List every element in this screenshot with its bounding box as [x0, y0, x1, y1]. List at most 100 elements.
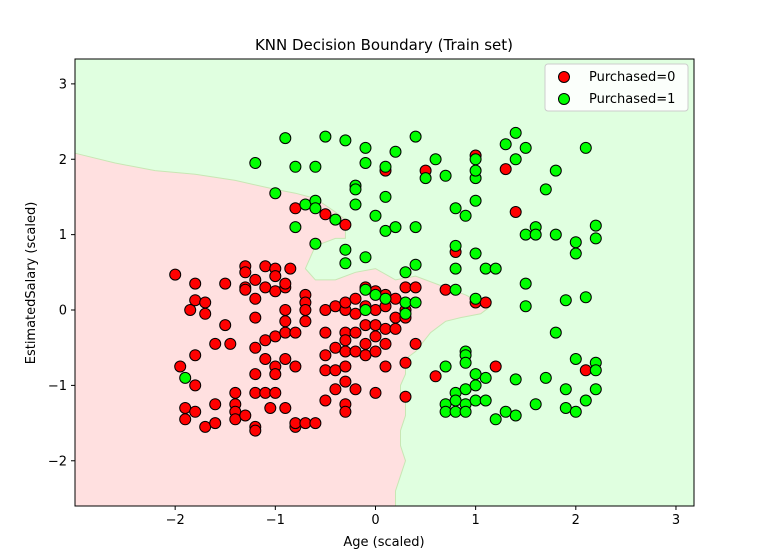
point-purchased-1: [549, 228, 562, 241]
point-purchased-0: [269, 386, 282, 399]
y-axis-label: EstimatedSalary (scaled): [24, 202, 39, 365]
point-purchased-0: [259, 334, 272, 347]
point-purchased-0: [379, 322, 392, 335]
point-purchased-0: [199, 307, 212, 320]
point-purchased-0: [269, 270, 282, 283]
point-purchased-0: [249, 311, 262, 324]
point-purchased-1: [489, 413, 502, 426]
point-purchased-0: [369, 319, 382, 332]
x-tick-label: 1: [472, 513, 480, 528]
point-purchased-0: [269, 285, 282, 298]
point-purchased-1: [589, 383, 602, 396]
point-purchased-1: [429, 153, 442, 166]
point-purchased-1: [449, 239, 462, 252]
point-purchased-0: [169, 268, 182, 281]
point-purchased-1: [459, 209, 472, 222]
legend: Purchased=0 Purchased=1: [544, 63, 689, 112]
point-purchased-0: [319, 326, 332, 339]
point-purchased-0: [319, 208, 332, 221]
point-purchased-1: [489, 262, 502, 275]
x-tick-label: −2: [166, 513, 185, 528]
point-purchased-1: [339, 243, 352, 256]
point-purchased-0: [209, 337, 222, 350]
point-purchased-1: [529, 228, 542, 241]
point-purchased-0: [239, 283, 252, 296]
point-purchased-0: [399, 281, 412, 294]
point-purchased-0: [329, 341, 342, 354]
point-purchased-0: [439, 283, 452, 296]
point-purchased-0: [249, 292, 262, 305]
point-purchased-1: [339, 257, 352, 270]
point-purchased-1: [439, 169, 452, 182]
point-purchased-0: [369, 345, 382, 358]
point-purchased-0: [329, 300, 342, 313]
point-purchased-1: [389, 145, 402, 158]
point-purchased-0: [264, 402, 277, 414]
point-purchased-1: [369, 209, 382, 222]
point-purchased-1: [569, 405, 582, 418]
x-tick-label: 2: [572, 513, 580, 528]
point-purchased-0: [499, 163, 512, 176]
point-purchased-0: [189, 294, 202, 307]
point-purchased-1: [569, 353, 582, 365]
point-purchased-0: [279, 315, 292, 328]
point-purchased-0: [174, 360, 187, 373]
point-purchased-1: [579, 291, 592, 304]
y-tick-label: −2: [48, 454, 67, 469]
point-purchased-0: [319, 349, 332, 362]
point-purchased-0: [249, 341, 262, 354]
point-purchased-1: [459, 405, 472, 418]
point-purchased-1: [569, 236, 582, 249]
x-axis: −2 −1 0 1 2 3: [166, 506, 680, 528]
point-purchased-0: [339, 405, 352, 418]
point-purchased-0: [284, 262, 297, 275]
point-purchased-0: [199, 296, 212, 309]
point-purchased-0: [199, 420, 212, 433]
point-purchased-1: [309, 160, 322, 173]
point-purchased-0: [299, 315, 312, 328]
point-purchased-0: [399, 390, 412, 403]
point-purchased-0: [239, 266, 252, 279]
y-tick-label: 2: [59, 153, 67, 168]
point-purchased-0: [349, 307, 362, 320]
legend-marker-purchased-1: [558, 93, 570, 105]
point-purchased-0: [319, 304, 332, 316]
point-purchased-1: [349, 183, 362, 196]
point-purchased-0: [489, 360, 502, 373]
point-purchased-0: [179, 413, 192, 426]
point-purchased-1: [289, 221, 302, 234]
point-purchased-0: [349, 345, 362, 358]
point-purchased-1: [479, 262, 492, 275]
point-purchased-0: [379, 360, 392, 373]
point-purchased-1: [469, 379, 482, 392]
point-purchased-0: [349, 326, 362, 339]
point-purchased-0: [279, 353, 292, 365]
point-purchased-1: [269, 187, 282, 200]
point-purchased-0: [579, 364, 592, 377]
point-purchased-0: [189, 349, 202, 362]
point-purchased-1: [379, 190, 392, 203]
point-purchased-1: [469, 153, 482, 166]
x-tick-label: 0: [371, 513, 379, 528]
point-purchased-1: [589, 232, 602, 245]
point-purchased-1: [589, 364, 602, 377]
legend-label-purchased-1: Purchased=1: [589, 92, 675, 107]
point-purchased-0: [389, 311, 402, 324]
point-purchased-0: [389, 292, 402, 305]
point-purchased-0: [289, 360, 302, 373]
point-purchased-0: [309, 417, 322, 430]
point-purchased-1: [589, 219, 602, 232]
point-purchased-1: [499, 405, 512, 418]
point-purchased-1: [539, 183, 552, 196]
point-purchased-1: [469, 368, 482, 381]
point-purchased-1: [519, 300, 532, 313]
point-purchased-1: [179, 371, 192, 384]
point-purchased-0: [409, 281, 422, 294]
point-purchased-0: [389, 322, 402, 335]
point-purchased-1: [529, 398, 542, 411]
point-purchased-1: [359, 283, 372, 296]
point-purchased-1: [519, 228, 532, 241]
point-purchased-0: [229, 413, 242, 426]
point-purchased-1: [539, 371, 552, 384]
point-purchased-0: [249, 273, 262, 286]
